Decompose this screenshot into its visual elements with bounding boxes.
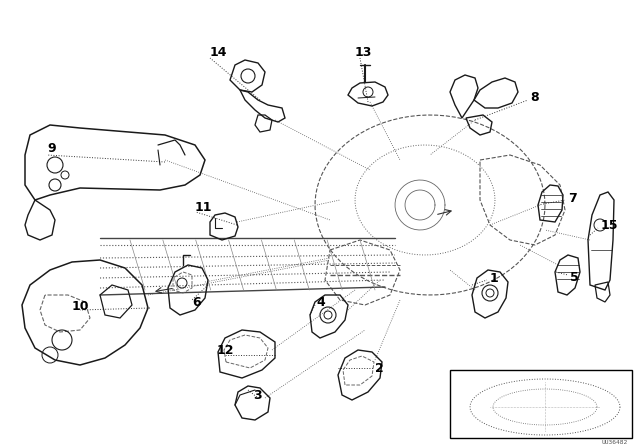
Bar — [450, 370, 632, 438]
Text: 4: 4 — [316, 296, 324, 309]
Text: 13: 13 — [355, 46, 372, 59]
Text: 14: 14 — [210, 46, 227, 59]
Text: 11: 11 — [195, 201, 212, 214]
Text: 7: 7 — [568, 191, 577, 204]
Text: 2: 2 — [375, 362, 384, 375]
Text: 9: 9 — [47, 142, 56, 155]
Text: UU36482: UU36482 — [602, 440, 628, 445]
Text: 6: 6 — [192, 296, 200, 309]
Text: 8: 8 — [530, 90, 539, 103]
Text: 12: 12 — [216, 344, 234, 357]
Text: 15: 15 — [601, 219, 618, 232]
Text: 3: 3 — [253, 388, 262, 401]
Text: 1: 1 — [490, 271, 499, 284]
Text: 10: 10 — [71, 300, 89, 313]
Text: 5: 5 — [570, 271, 579, 284]
